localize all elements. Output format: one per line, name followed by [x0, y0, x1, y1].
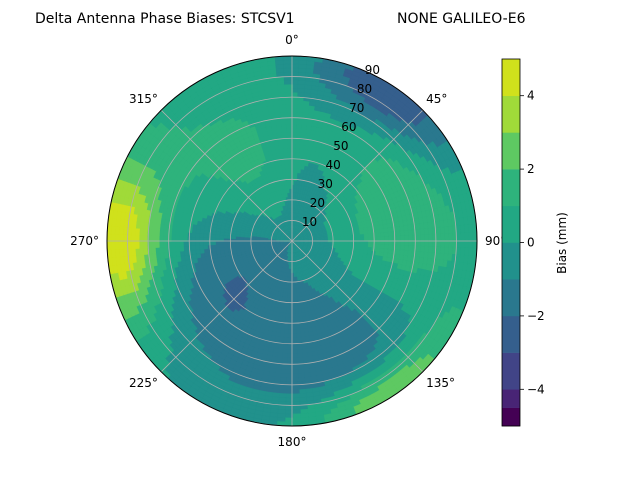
- chart-title-left: Delta Antenna Phase Biases: STCSV1: [35, 11, 295, 27]
- chart-title-right: NONE GALILEO-E6: [397, 11, 526, 27]
- bias-heatmap: [107, 56, 477, 426]
